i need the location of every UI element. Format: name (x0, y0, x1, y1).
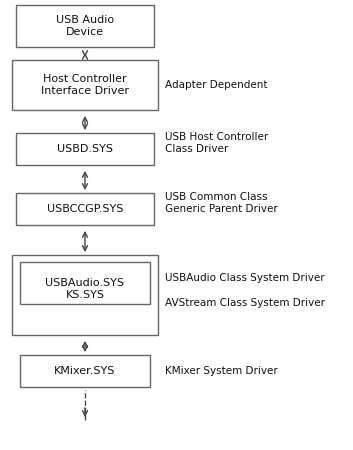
Bar (16, 193, 154, 225)
Text: USBAudio.SYS: USBAudio.SYS (46, 278, 125, 288)
Bar (16, 5, 154, 47)
Text: Host Controller
Interface Driver: Host Controller Interface Driver (41, 74, 129, 96)
Text: Adapter Dependent: Adapter Dependent (165, 80, 268, 90)
Text: USB Audio
Device: USB Audio Device (56, 15, 114, 37)
Text: KMixer.SYS: KMixer.SYS (54, 366, 116, 376)
Bar (16, 133, 154, 165)
Text: USBAudio Class System Driver: USBAudio Class System Driver (165, 273, 325, 283)
Text: USB Common Class
Generic Parent Driver: USB Common Class Generic Parent Driver (165, 192, 278, 214)
Bar (20, 262, 150, 304)
Text: USBD.SYS: USBD.SYS (57, 144, 113, 154)
Bar (12, 255, 158, 335)
Text: USB Host Controller
Class Driver: USB Host Controller Class Driver (165, 132, 268, 154)
Text: KMixer System Driver: KMixer System Driver (165, 366, 278, 376)
Text: KS.SYS: KS.SYS (66, 290, 104, 300)
Bar (20, 355, 150, 387)
Text: AVStream Class System Driver: AVStream Class System Driver (165, 298, 325, 308)
Text: USBCCGP.SYS: USBCCGP.SYS (47, 204, 123, 214)
Bar (12, 60, 158, 110)
